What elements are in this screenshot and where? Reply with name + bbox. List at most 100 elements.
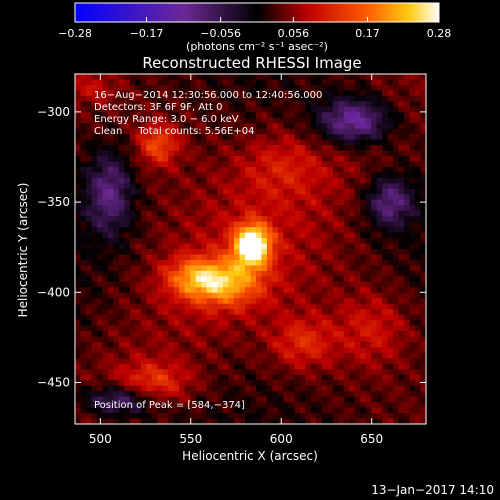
heatmap-cell [338,341,345,348]
heatmap-cell [201,336,208,343]
heatmap-cell [415,172,421,179]
heatmap-cell [332,281,339,288]
heatmap-cell [365,331,372,337]
heatmap-cell [96,221,103,228]
heatmap-cell [113,177,120,184]
heatmap-cell [146,205,153,212]
heatmap-cell [212,347,218,354]
heatmap-cell [102,270,109,277]
heatmap-cell [184,161,191,168]
heatmap-cell [250,309,257,316]
heatmap-cell [387,177,394,184]
heatmap-cell [294,314,301,321]
heatmap-cell [266,331,273,337]
heatmap-cell [129,325,136,332]
heatmap-cell [102,139,109,146]
heatmap-cell [217,177,224,184]
heatmap-cell [250,79,257,86]
heatmap-cell [206,374,213,381]
heatmap-cell [223,391,229,398]
heatmap-cell [255,270,262,277]
heatmap-cell [272,369,279,376]
heatmap-cell [349,374,356,381]
heatmap-cell [80,194,87,201]
heatmap-cell [206,84,213,91]
heatmap-cell [168,374,175,381]
heatmap-cell [409,210,416,217]
heatmap-cell [168,139,175,146]
heatmap-cell [173,396,180,403]
heatmap-cell [113,95,120,102]
heatmap-cell [349,128,356,135]
heatmap-cell [234,145,240,151]
heatmap-cell [343,156,350,162]
heatmap-cell [294,259,301,266]
heatmap-cell [118,205,125,212]
heatmap-cell [327,402,334,408]
heatmap-cell [294,303,301,310]
heatmap-cell [321,106,328,113]
heatmap-cell [338,352,345,359]
heatmap-cell [321,216,328,223]
heatmap-cell [217,117,224,124]
heatmap-cell [168,363,175,370]
heatmap-cell [85,243,92,250]
heatmap-cell [393,166,399,173]
heatmap-cell [338,183,345,190]
heatmap-cell [234,123,240,130]
heatmap-cell [321,227,328,233]
heatmap-cell [398,177,405,184]
heatmap-cell [299,117,306,124]
heatmap-cell [299,95,306,102]
heatmap-cell [245,84,251,91]
heatmap-cell [107,112,114,119]
heatmap-cell [217,101,224,108]
heatmap-cell [129,84,136,91]
heatmap-cell [294,205,301,212]
heatmap-cell [255,292,262,299]
heatmap-cell [228,385,235,392]
heatmap-cell [288,216,295,223]
colorbar-tick-label: 0.28 [427,27,452,40]
heatmap-cell [404,341,410,348]
heatmap-cell [223,303,229,310]
heatmap-cell [212,320,218,326]
heatmap-cell [261,139,268,146]
heatmap-cell [272,352,279,359]
heatmap-cell [261,128,268,135]
heatmap-cell [277,254,284,261]
heatmap-cell [129,139,136,146]
heatmap-cell [272,101,279,108]
heatmap-cell [349,216,356,223]
heatmap-cell [277,161,284,168]
heatmap-cell [404,227,410,233]
heatmap-cell [365,194,372,201]
heatmap-cell [283,298,290,305]
heatmap-cell [376,90,383,97]
heatmap-cell [261,352,268,359]
heatmap-cell [376,161,383,168]
heatmap-cell [387,139,394,146]
heatmap-cell [168,380,175,387]
heatmap-cell [288,84,295,91]
heatmap-cell [162,79,169,86]
heatmap-cell [157,205,164,212]
heatmap-cell [190,281,197,288]
heatmap-cell [102,402,109,408]
heatmap-cell [371,249,378,255]
heatmap-cell [168,391,175,398]
heatmap-cell [129,194,136,201]
heatmap-cell [365,276,372,283]
heatmap-cell [371,276,378,283]
heatmap-cell [96,385,103,392]
heatmap-cell [283,314,290,321]
heatmap-cell [255,407,262,414]
heatmap-cell [332,325,339,332]
heatmap-cell [179,95,186,102]
heatmap-cell [277,325,284,332]
heatmap-cell [299,276,306,283]
heatmap-cell [184,199,191,206]
heatmap-cell [332,374,339,381]
heatmap-cell [250,259,257,266]
heatmap-cell [75,194,81,201]
